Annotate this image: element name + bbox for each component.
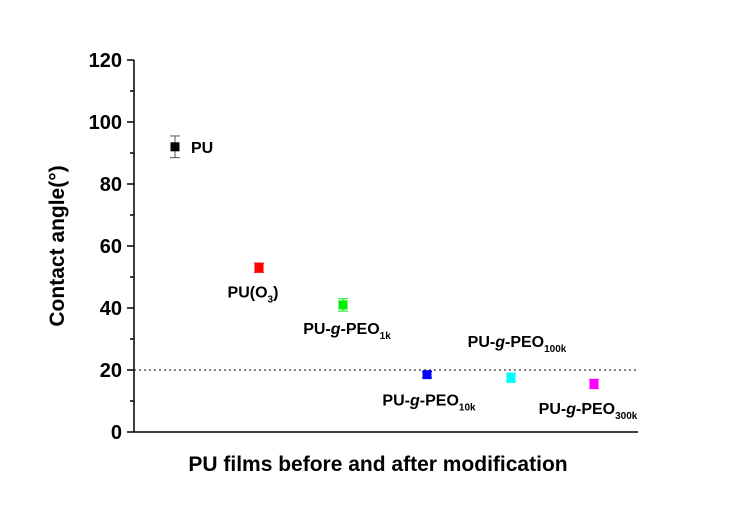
data-points: PU PU(O3) PU-g-PEO1k PU-g-PEO10k PU-g-PEO100… <box>170 135 638 422</box>
data-point-label: PU-g-PEO10k <box>382 393 476 414</box>
data-point-marker <box>170 142 180 152</box>
data-point-label: PU(O3) <box>228 285 279 306</box>
y-axis-title: Contact angle(°) <box>46 165 69 326</box>
y-tick-label: 80 <box>100 174 122 196</box>
y-tick-label: 0 <box>111 422 122 444</box>
y-ticks: 0 20 40 60 80 100 120 <box>89 50 134 444</box>
y-tick-label: 60 <box>100 236 122 258</box>
data-point-label: PU-g-PEO100k <box>468 334 567 355</box>
y-tick-label: 40 <box>100 298 122 320</box>
data-point-marker <box>254 263 264 273</box>
data-point-label: PU-g-PEO300k <box>539 401 638 422</box>
data-point-marker <box>422 370 432 380</box>
data-point-label: PU-g-PEO1k <box>303 321 391 342</box>
data-point-marker <box>506 373 516 383</box>
y-tick-label: 100 <box>89 112 122 134</box>
y-tick-label: 20 <box>100 360 122 382</box>
x-axis-title: PU films before and after modification <box>188 453 567 476</box>
data-point-marker <box>338 300 348 310</box>
data-point-label: PU <box>191 140 213 157</box>
data-point-marker <box>589 379 599 389</box>
y-tick-label: 120 <box>89 50 122 72</box>
